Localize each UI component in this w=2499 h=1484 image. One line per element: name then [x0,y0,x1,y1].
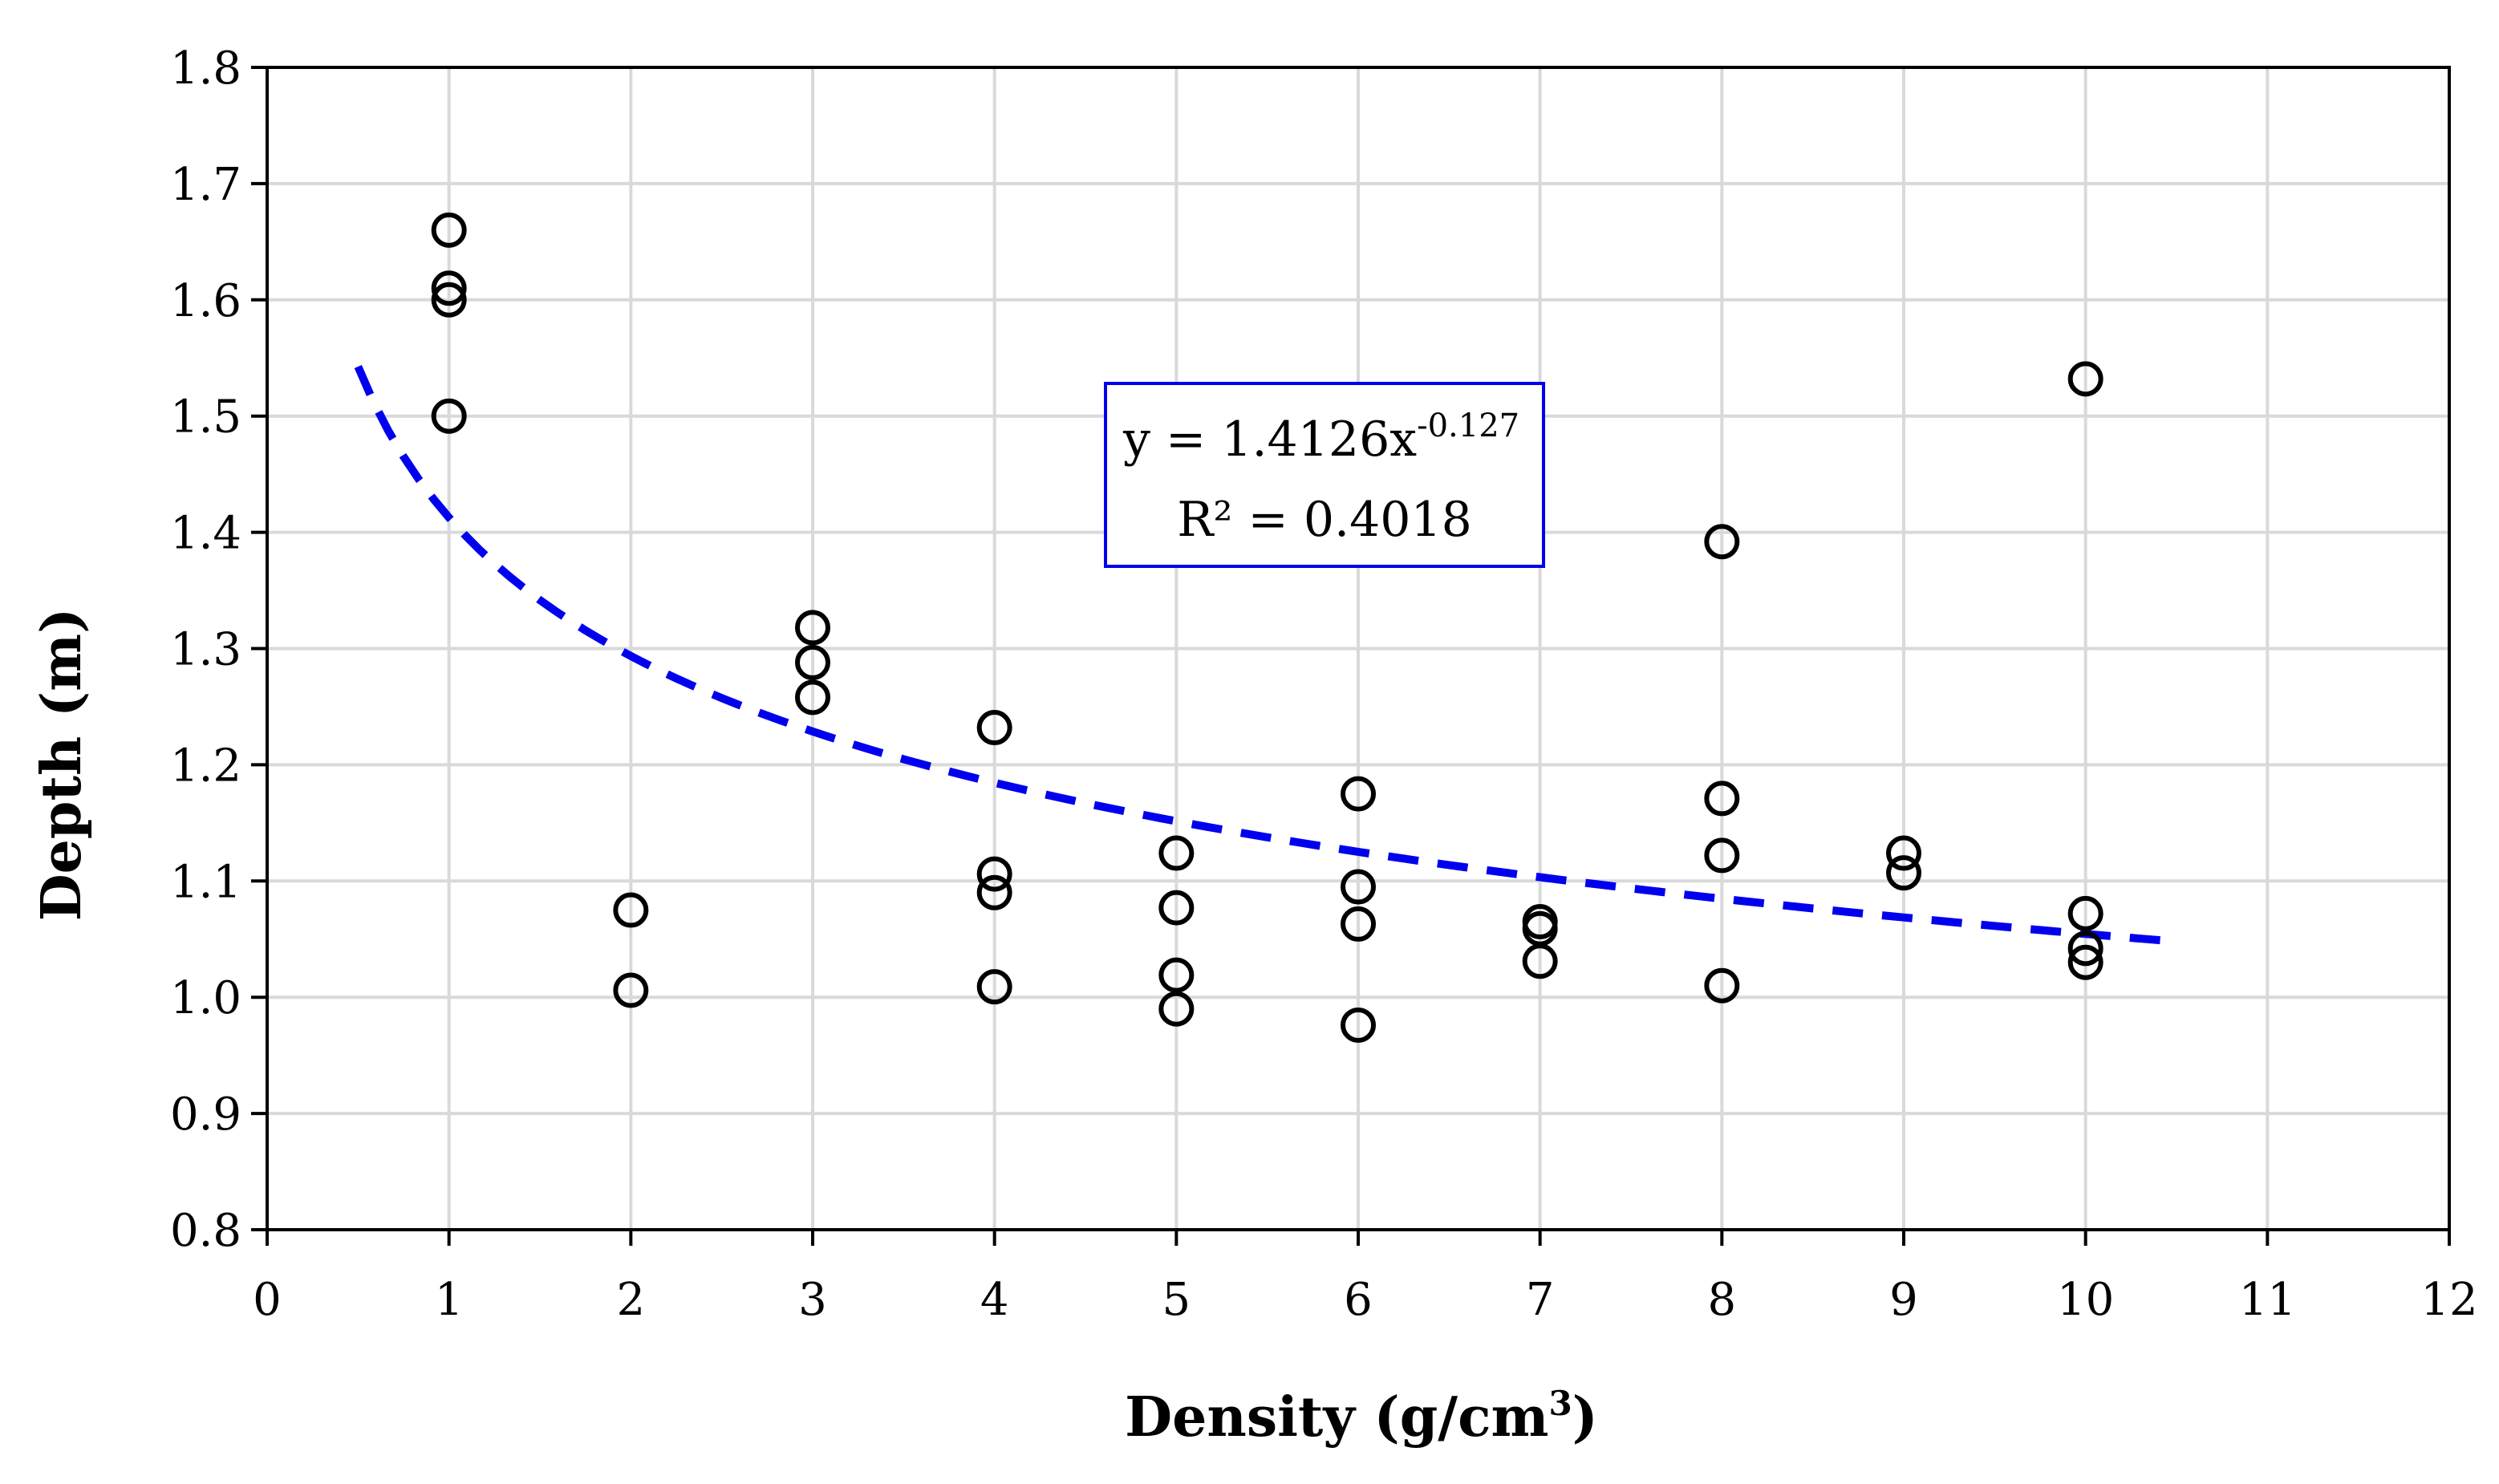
y-tick-label-4: 1.2 [170,740,241,792]
equation-annotation: y = 1.4126x-0.127 R² = 0.4018 [1104,382,1545,568]
x-tick-label-0: 0 [253,1274,282,1326]
data-point [1886,855,1921,891]
x-axis-title-main: Density (g/cm [1125,1385,1548,1450]
y-tick-label-5: 1.3 [170,624,241,676]
trendline [354,364,2177,946]
x-tick-label-9: 9 [1889,1274,1918,1326]
x-tick-label-12: 12 [2420,1274,2477,1326]
x-axis-title: Density (g/cm3) [1125,1384,1598,1450]
data-point [795,644,830,680]
x-tick-label-4: 4 [980,1274,1009,1326]
data-point [1522,943,1558,979]
grid [267,66,2451,1230]
data-point [976,856,1012,892]
x-tick-label-11: 11 [2239,1274,2296,1326]
data-point [1158,991,1195,1027]
data-point [1158,835,1195,871]
equation-text: y = 1.4126x-0.127 [1122,407,1519,468]
x-tick-label-1: 1 [435,1274,464,1326]
y-tick-label-8: 1.6 [170,275,241,327]
x-axis-title-end: ) [1572,1385,1598,1450]
data-point [976,874,1012,910]
data-point [1341,776,1376,812]
data-point [976,710,1012,746]
r-squared-text: R² = 0.4018 [1177,492,1472,548]
data-point [1158,957,1195,993]
data-point [2067,931,2103,967]
x-tick-label-2: 2 [617,1274,646,1326]
y-tick-label-3: 1.1 [170,856,241,908]
y-tick-label-7: 1.5 [170,391,241,444]
x-tick-label-3: 3 [798,1274,827,1326]
data-point [1704,967,1740,1004]
tick-labels: 0 1 2 3 4 5 6 7 8 9 10 11 120.80.91.01.11.21.31.41.5… [170,43,2478,1326]
data-point [613,972,649,1008]
data-point [1341,869,1376,905]
data-point [431,212,467,248]
data-point [431,282,467,318]
y-axis-title: Depth (m) [30,608,94,922]
data-point [795,610,830,646]
y-tick-label-10: 1.8 [170,43,241,95]
y-tick-label-6: 1.4 [170,508,241,560]
data-point [2067,361,2103,397]
data-point [1704,781,1740,817]
data-point [1341,906,1376,942]
data-point [1341,1007,1376,1043]
data-point [2067,944,2103,980]
data-point [2067,895,2103,931]
trendline-layer [354,364,2177,946]
data-point [1704,524,1740,560]
data-point [613,892,649,928]
x-tick-label-10: 10 [2057,1274,2114,1326]
y-tick-label-2: 1.0 [170,972,241,1024]
equation-prefix: y = 1.4126x [1122,412,1417,468]
data-point [1158,890,1195,926]
x-tick-label-5: 5 [1162,1274,1191,1326]
y-tick-label-9: 1.7 [170,159,241,211]
y-tick-label-0: 0.8 [170,1205,241,1257]
data-point [976,969,1012,1005]
data-point [431,398,467,434]
equation-exponent: -0.127 [1417,407,1519,444]
data-point [431,270,467,306]
y-tick-label-1: 0.9 [170,1089,241,1141]
data-points [431,212,2103,1043]
equation-box [1104,382,1545,568]
x-tick-label-7: 7 [1526,1274,1555,1326]
data-point [1704,837,1740,874]
x-axis-title-sup: 3 [1548,1384,1572,1423]
x-tick-label-6: 6 [1344,1274,1373,1326]
data-point [795,679,830,716]
data-point [1886,835,1921,871]
axes [251,66,2451,1246]
x-tick-label-8: 8 [1708,1274,1737,1326]
